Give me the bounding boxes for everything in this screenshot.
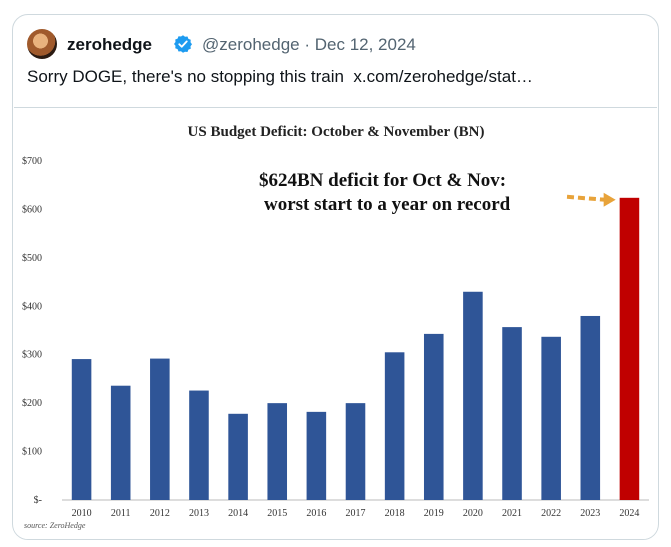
tweet-media-chart[interactable]: US Budget Deficit: October & November (B… [14, 107, 657, 539]
tweet-text: Sorry DOGE, there's no stopping this tra… [27, 67, 533, 86]
bar-2020 [463, 291, 483, 500]
bar-2013 [189, 390, 209, 500]
annotation-line-1: $624BN deficit for Oct & Nov: [259, 170, 506, 191]
x-axis: 2010 2011 2012 2013 2014 2015 2016 2017 2018 2019… [72, 508, 640, 519]
bar-2016 [306, 411, 327, 500]
annotation-line-2: worst start to a year on record [264, 194, 511, 215]
bar-2010 [71, 359, 92, 500]
x-tick-label: 2022 [541, 508, 561, 519]
x-tick-label: 2021 [502, 508, 522, 519]
chart-title: US Budget Deficit: October & November (B… [188, 124, 485, 140]
bar-2022 [541, 336, 561, 500]
x-tick-label: 2020 [463, 508, 483, 519]
chart-svg: US Budget Deficit: October & November (B… [22, 124, 649, 530]
author-handle[interactable]: @zerohedge [202, 35, 300, 54]
y-tick-label: $300 [22, 350, 42, 361]
x-tick-label: 2019 [424, 508, 444, 519]
y-tick-label: $600 [22, 204, 42, 215]
bar-2018 [384, 352, 405, 500]
arrow-shaft [566, 194, 606, 202]
y-tick-label: $500 [22, 253, 42, 264]
author-name[interactable]: zerohedge [67, 35, 153, 54]
bars [71, 197, 640, 500]
tweet-header: zerohedge @zerohedge · Dec 12, 2024 [27, 29, 637, 61]
bar-2011 [110, 385, 131, 500]
bar-2019 [423, 333, 444, 500]
bar-2014 [228, 413, 248, 500]
bar-2024 [619, 197, 640, 500]
profile-avatar[interactable] [27, 29, 57, 59]
y-tick-label: $100 [22, 447, 42, 458]
handle-and-date[interactable]: @zerohedge · Dec 12, 2024 [202, 35, 416, 55]
x-tick-label: 2011 [111, 508, 131, 519]
y-tick-label: $400 [22, 301, 42, 312]
x-tick-label: 2017 [346, 508, 366, 519]
y-tick-label: $700 [22, 156, 42, 167]
x-tick-label: 2023 [580, 508, 600, 519]
bar-2021 [502, 327, 522, 500]
arrow-head [603, 192, 616, 207]
x-tick-label: 2018 [385, 508, 405, 519]
x-tick-label: 2010 [72, 508, 92, 519]
verified-badge-icon [174, 35, 192, 53]
chart-source: source: ZeroHedge [24, 521, 86, 530]
y-tick-label: $200 [22, 398, 42, 409]
bar-2015 [267, 403, 288, 500]
x-tick-label: 2015 [267, 508, 287, 519]
x-tick-label: 2012 [150, 508, 170, 519]
tweet-date[interactable]: Dec 12, 2024 [314, 35, 416, 54]
bar-2017 [345, 403, 366, 500]
x-tick-label: 2024 [619, 508, 639, 519]
x-tick-label: 2013 [189, 508, 209, 519]
tweet-card[interactable]: zerohedge @zerohedge · Dec 12, 2024 Sorr… [12, 14, 659, 540]
dot-separator: · [304, 35, 311, 54]
y-tick-label: $- [34, 495, 42, 506]
x-tick-label: 2014 [228, 508, 248, 519]
bar-2012 [150, 358, 170, 500]
bar-2023 [580, 315, 601, 500]
arrow-icon [566, 192, 616, 207]
x-tick-label: 2016 [306, 508, 326, 519]
